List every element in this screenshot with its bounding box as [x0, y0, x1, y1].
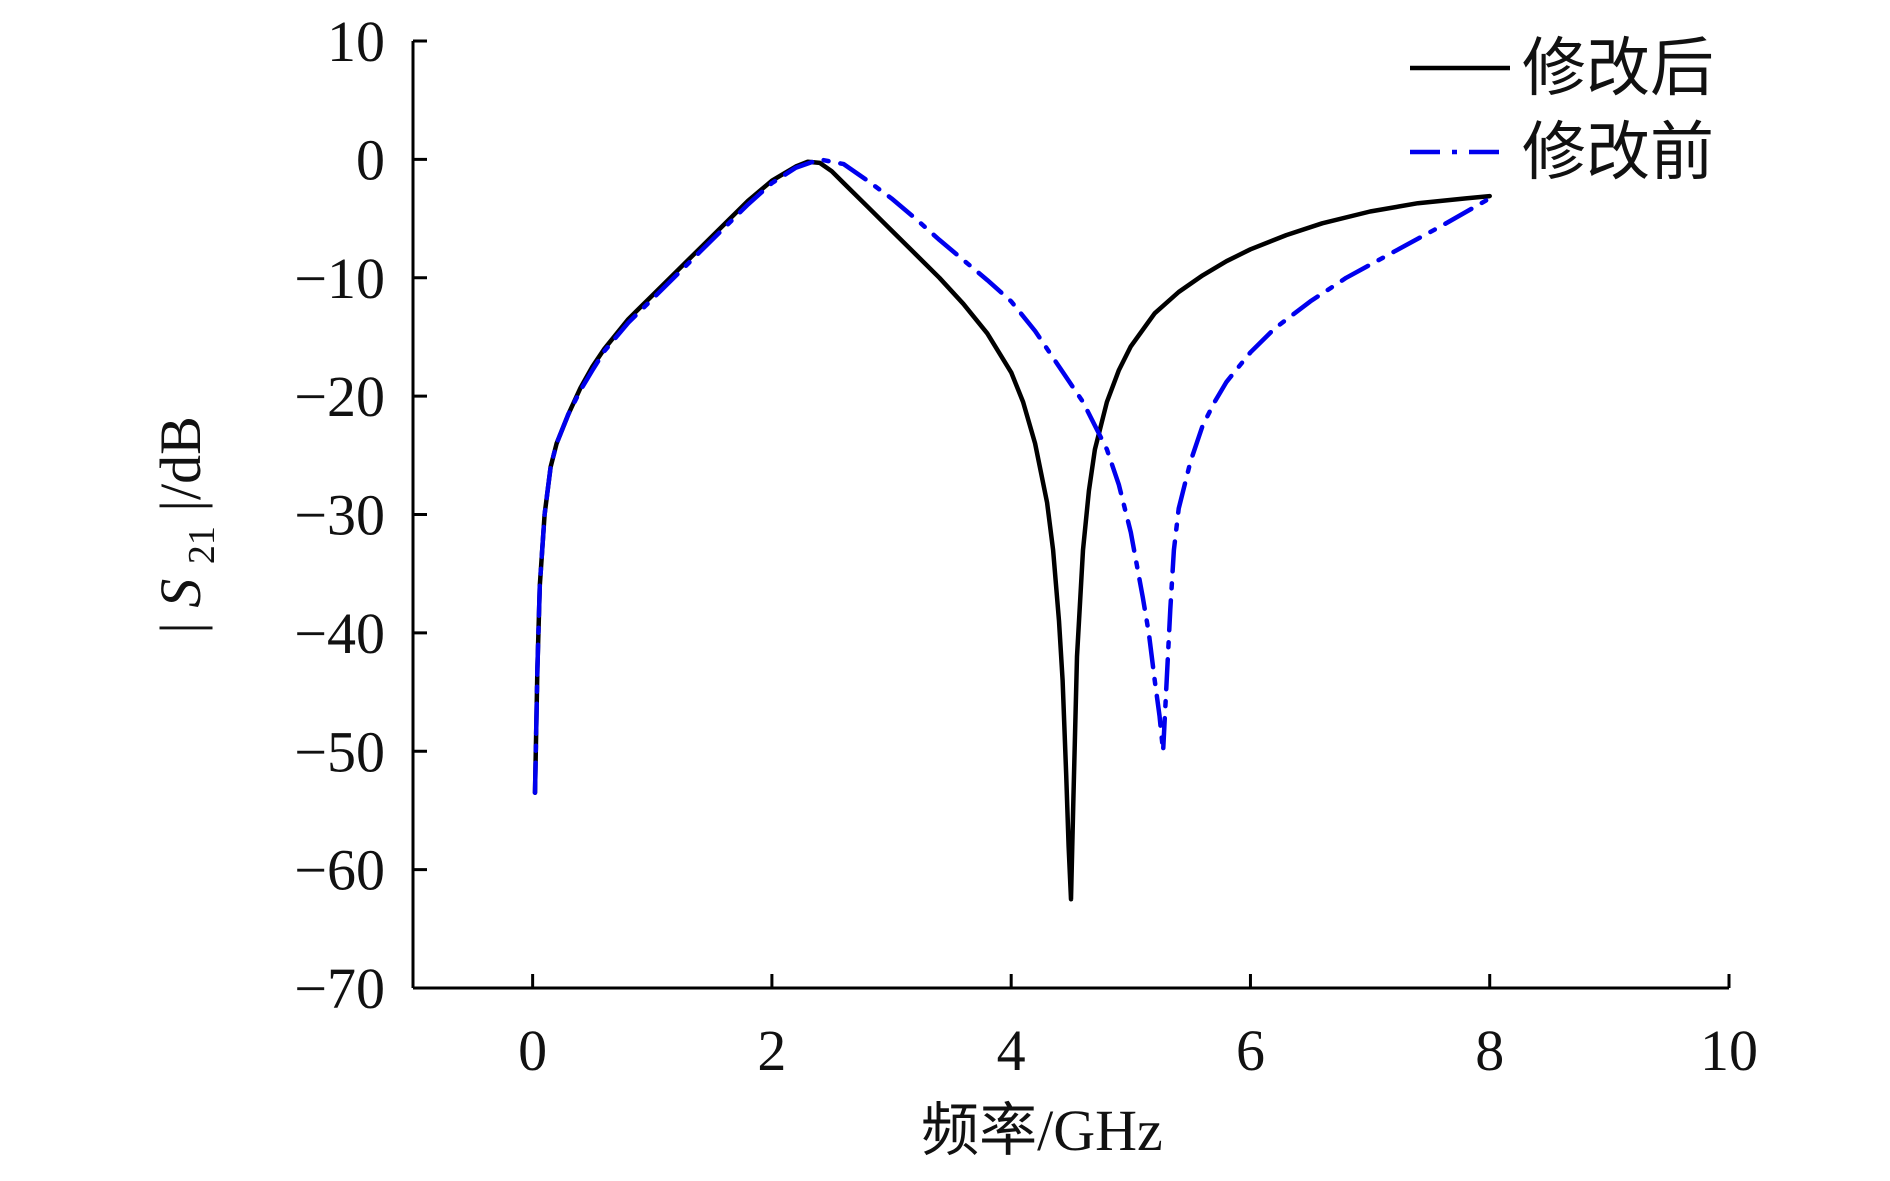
- y-axis-title-prefix: |: [148, 622, 213, 634]
- y-axis-ticks: 10 0 −10 −20 −30 −40 −50 −60 −70: [294, 9, 427, 1021]
- x-axis-ticks: 0 2 4 6 8 10: [518, 974, 1758, 1083]
- y-tick-label: −60: [294, 838, 385, 903]
- x-tick-label: 4: [997, 1018, 1026, 1083]
- y-tick-label: −20: [294, 364, 385, 429]
- x-tick-label: 0: [518, 1018, 547, 1083]
- x-tick-label: 6: [1236, 1018, 1265, 1083]
- x-tick-label: 10: [1700, 1018, 1758, 1083]
- y-axis-title-subscript: 21: [181, 526, 223, 564]
- y-tick-label: 10: [327, 9, 385, 74]
- legend-label-1: 修改后: [1522, 33, 1714, 104]
- y-axis-title-symbol: S: [148, 579, 213, 608]
- y-tick-label: −70: [294, 956, 385, 1021]
- y-axis-title-suffix: |/dB: [148, 416, 213, 511]
- y-tick-label: −30: [294, 483, 385, 548]
- series-line-2: [532, 157, 1492, 795]
- y-tick-label: 0: [356, 127, 385, 192]
- legend-label-2: 修改前: [1522, 117, 1714, 188]
- series-layer: [532, 157, 1492, 902]
- y-tick-label: −10: [294, 246, 385, 311]
- y-tick-label: −40: [294, 601, 385, 666]
- x-tick-label: 8: [1475, 1018, 1504, 1083]
- y-axis-title: | S 21 |/dB: [148, 416, 227, 634]
- x-axis-title: 频率/GHz: [921, 1098, 1163, 1163]
- x-tick-label: 2: [757, 1018, 786, 1083]
- y-tick-label: −50: [294, 719, 385, 784]
